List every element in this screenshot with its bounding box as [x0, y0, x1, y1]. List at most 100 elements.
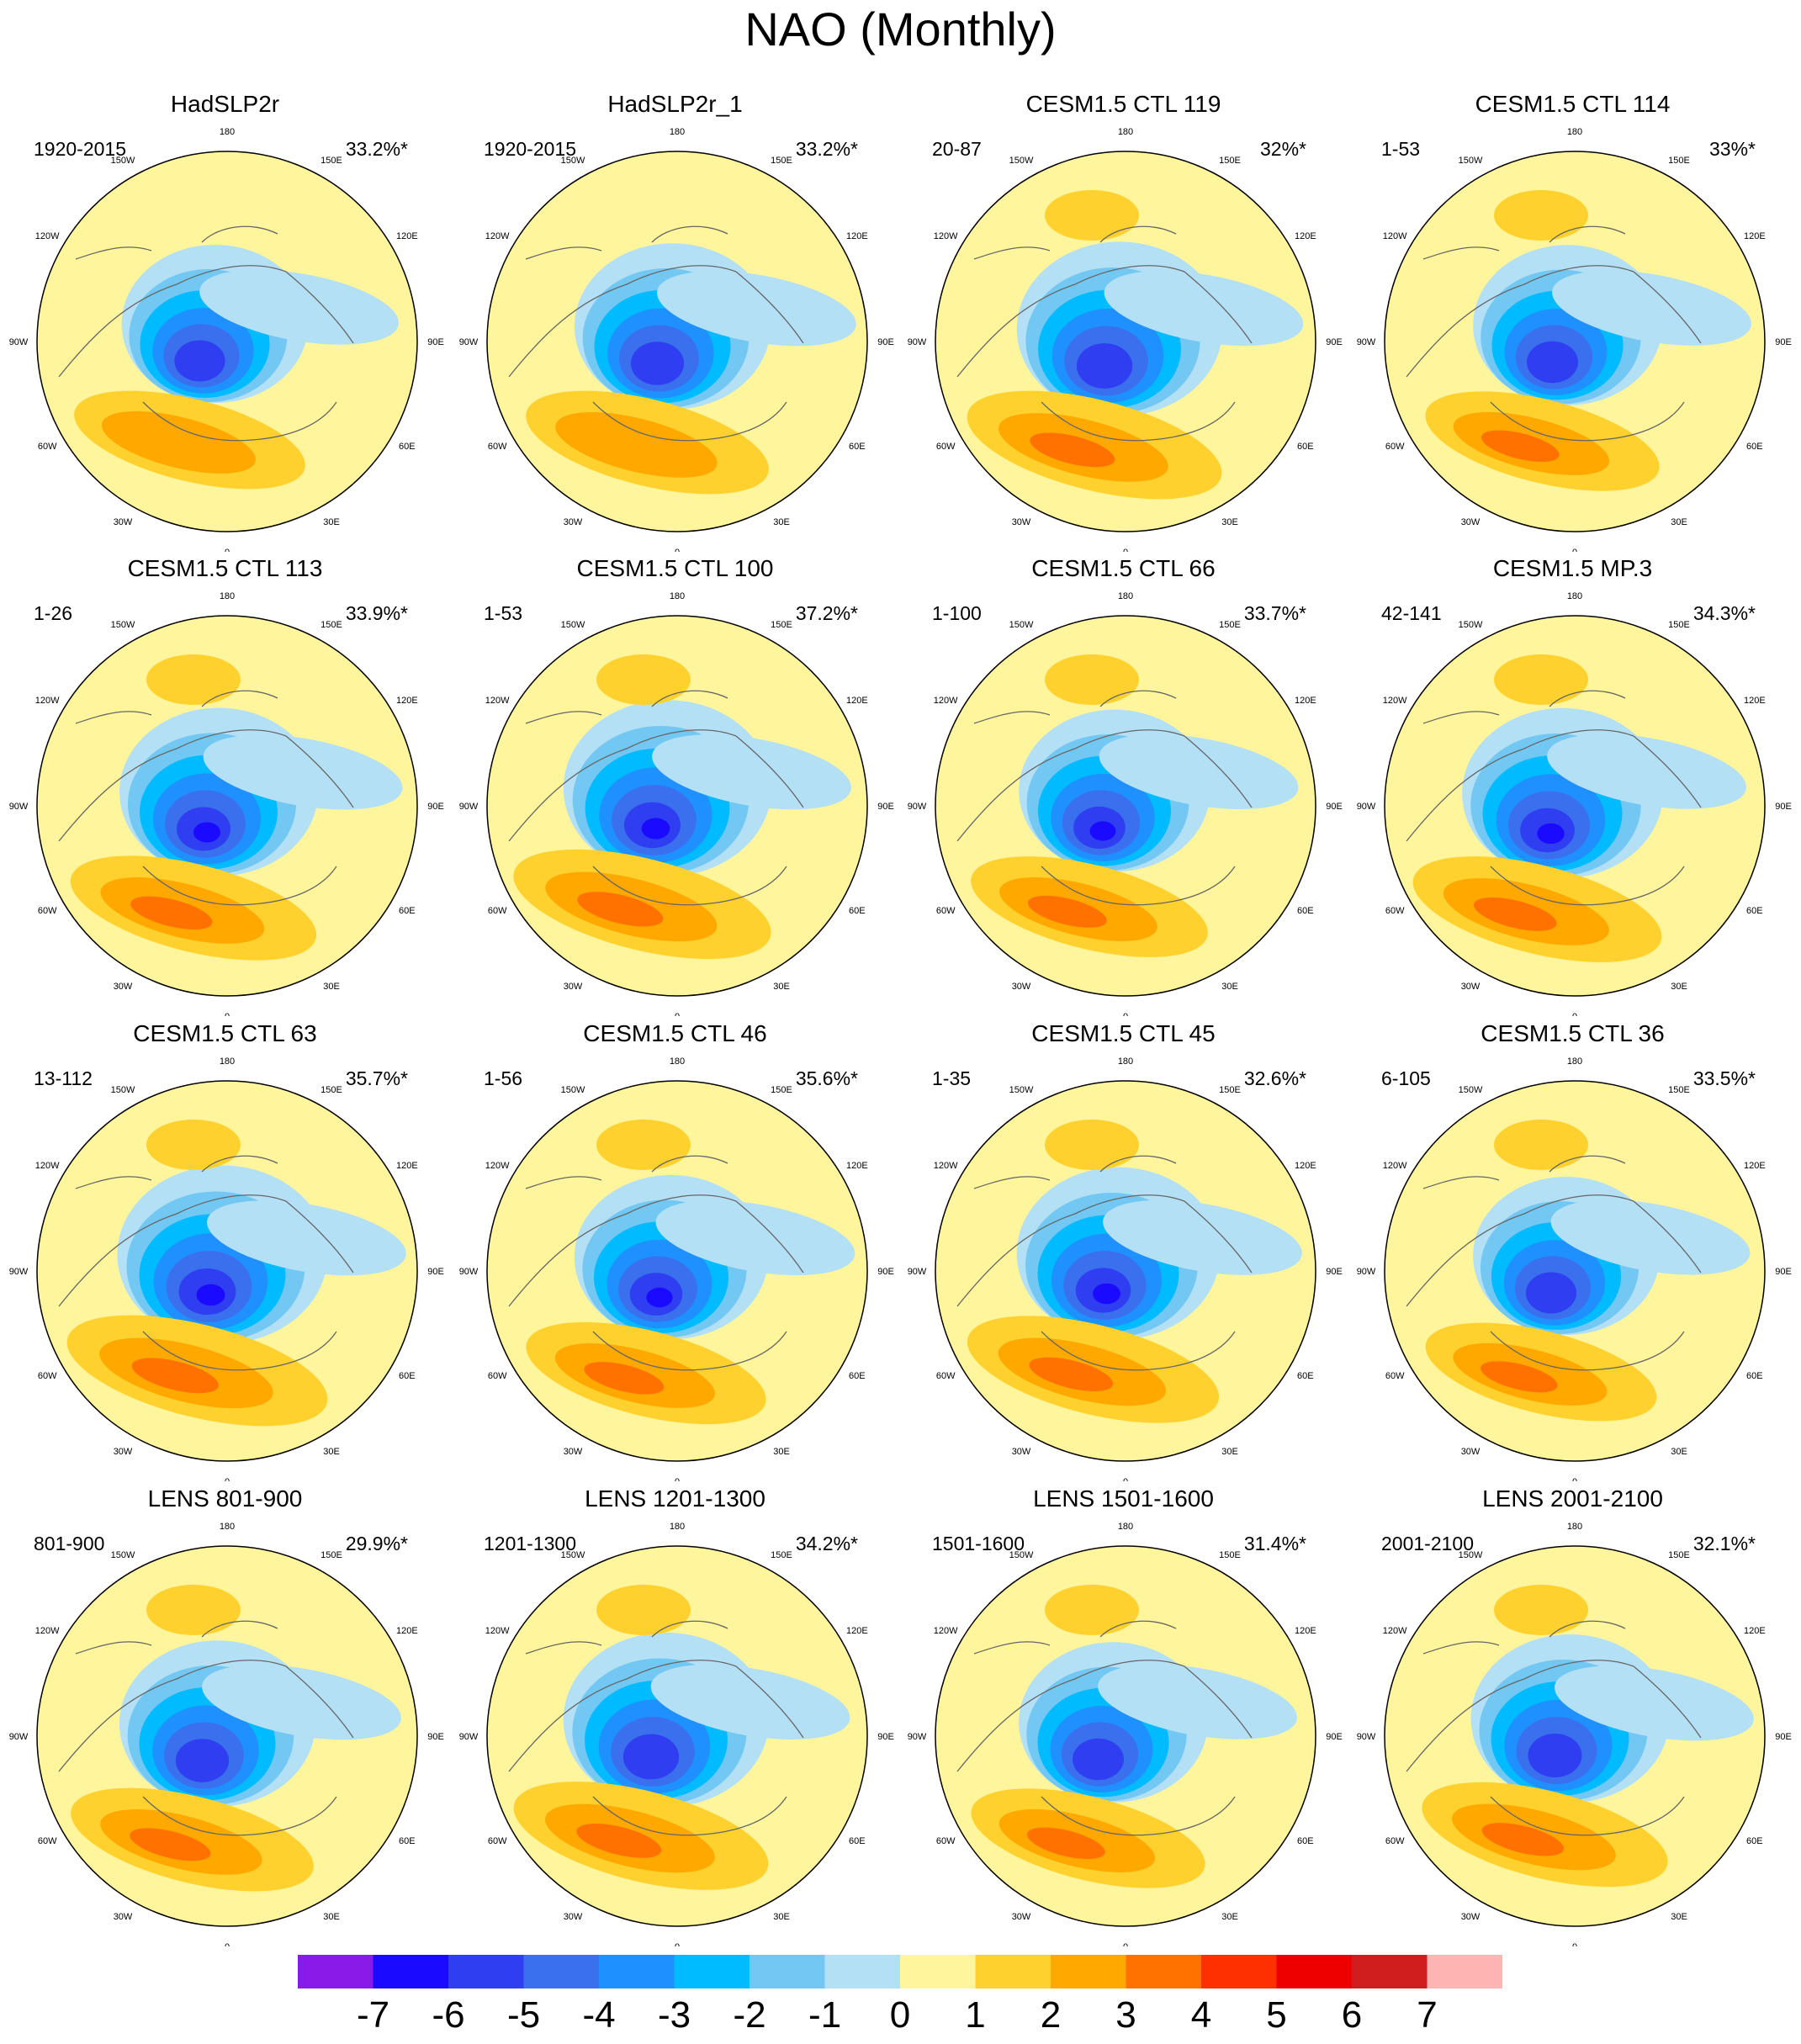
low-pressure-contour — [196, 1284, 225, 1306]
coastline — [651, 690, 728, 707]
longitude-label: 30E — [1221, 982, 1238, 992]
coastline — [973, 711, 1051, 724]
longitude-label: 60E — [1746, 906, 1763, 916]
longitude-label: 150W — [1459, 1085, 1483, 1095]
map-panel: CESM1.5 CTL 36 6-105 33.5%* 180 150E 120E 90E 6… — [1348, 1020, 1798, 1481]
longitude-label: 180 — [1118, 1522, 1133, 1532]
polar-map: 180 150E 120E 90E 60E 30E 0 30W 60W 90W 120W 150W — [1357, 127, 1792, 552]
low-pressure-extension — [207, 1200, 406, 1276]
longitude-label: 60W — [488, 442, 507, 452]
longitude-label: 150E — [1219, 620, 1241, 630]
coastline — [1422, 1641, 1500, 1655]
longitude-label: 90E — [1775, 1267, 1792, 1277]
low-pressure-contour — [1093, 1283, 1120, 1305]
longitude-label: 0 — [675, 1012, 680, 1016]
colorbar-tick-label: 1 — [965, 1994, 985, 2036]
longitude-label: 30E — [1221, 1912, 1238, 1922]
longitude-label: 60W — [488, 906, 507, 916]
longitude-label: 0 — [225, 1012, 230, 1016]
longitude-label: 0 — [225, 1942, 230, 1946]
longitude-label: 120W — [934, 1626, 958, 1636]
coastline — [508, 265, 737, 378]
coastline — [1406, 1660, 1634, 1772]
map-panel: CESM1.5 CTL 63 13-112 35.7%* 180 150E 120E 90E… — [0, 1020, 450, 1481]
figure-title: NAO (Monthly) — [744, 3, 1057, 56]
panel-title: HadSLP2r_1 — [607, 91, 743, 117]
longitude-label: 150W — [561, 1085, 585, 1095]
colorbar-tick-label: -2 — [733, 1994, 765, 2036]
longitude-label: 150W — [111, 1550, 135, 1560]
longitude-label: 180 — [1567, 1056, 1582, 1067]
longitude-label: 180 — [220, 1522, 235, 1532]
polar-map: 180 150E 120E 90E 60E 30E 0 30W 60W 90W 120W 150W — [908, 591, 1343, 1016]
coastline — [1422, 1176, 1500, 1189]
polar-map: 180 150E 120E 90E 60E 30E 0 30W 60W 90W 120W 150W — [9, 591, 444, 1016]
coastline — [142, 866, 337, 906]
coastline — [58, 1660, 287, 1772]
longitude-label: 120E — [1295, 696, 1316, 706]
longitude-label: 150W — [1459, 1550, 1483, 1560]
longitude-label: 180 — [670, 1522, 685, 1532]
low-pressure-extension — [202, 1665, 401, 1740]
longitude-label: 90W — [908, 1267, 927, 1277]
longitude-label: 30E — [323, 1447, 340, 1457]
map-panel: LENS 801-900 801-900 29.9%* 180 150E 120E 90E 6… — [0, 1485, 450, 1946]
panel-variance: 32.1%* — [1692, 1533, 1756, 1554]
longitude-label: 30W — [114, 982, 133, 992]
coastline — [1041, 401, 1236, 442]
longitude-label: 30E — [773, 1447, 790, 1457]
longitude-label: 60W — [1385, 906, 1405, 916]
panel-variance: 33.7%* — [1243, 602, 1306, 624]
longitude-label: 150W — [561, 1550, 585, 1560]
longitude-label: 120E — [846, 1161, 868, 1171]
longitude-label: 150W — [111, 156, 135, 166]
map-panel: LENS 1201-1300 1201-1300 34.2%* 180 150E 120E… — [450, 1485, 900, 1946]
longitude-label: 90W — [908, 1732, 927, 1742]
map-panel: LENS 1501-1600 1501-1600 31.4%* 180 150E 120E… — [898, 1485, 1348, 1946]
longitude-label: 60W — [936, 442, 956, 452]
coastline — [1099, 1155, 1177, 1173]
low-pressure-extension — [1099, 733, 1299, 810]
longitude-label: 60W — [38, 1371, 57, 1381]
coastline — [1490, 1796, 1685, 1836]
coastline — [1041, 866, 1236, 906]
coastline — [142, 1331, 337, 1371]
longitude-label: 60E — [399, 906, 416, 916]
coastline — [651, 225, 728, 243]
panel-period: 42-141 — [1381, 602, 1442, 624]
low-pressure-contour — [1076, 343, 1133, 389]
coastline — [735, 271, 804, 344]
longitude-label: 60E — [1297, 1836, 1314, 1846]
low-pressure-contour — [1528, 1734, 1582, 1777]
longitude-label: 60E — [849, 906, 866, 916]
panel-title: LENS 801-900 — [147, 1485, 303, 1512]
longitude-label: 0 — [225, 1477, 230, 1481]
polar-map: 180 150E 120E 90E 60E 30E 0 30W 60W 90W 120W 150W — [908, 127, 1343, 552]
longitude-label: 150E — [320, 1085, 342, 1095]
pacific-high-contour — [1045, 654, 1139, 705]
polar-map: 180 150E 120E 90E 60E 30E 0 30W 60W 90W 120W 150W — [459, 1522, 894, 1946]
coastline — [592, 1331, 787, 1371]
longitude-label: 30W — [1461, 1447, 1481, 1457]
longitude-label: 30W — [564, 517, 583, 527]
longitude-label: 150W — [111, 1085, 135, 1095]
longitude-label: 90E — [1326, 1267, 1343, 1277]
longitude-label: 120W — [485, 1161, 510, 1171]
high-pressure-contour — [555, 412, 718, 478]
coastline — [973, 1176, 1051, 1189]
coastline — [956, 1660, 1185, 1772]
panel-title: CESM1.5 CTL 45 — [1031, 1020, 1216, 1046]
longitude-label: 90W — [9, 1267, 29, 1277]
low-pressure-contour — [622, 1734, 680, 1780]
map-panel: HadSLP2r_1 1920-2015 33.2%* 180 150E 120E 90E 6… — [450, 91, 900, 552]
colorbar-swatch — [1201, 1955, 1277, 1988]
map-boundary — [935, 151, 1316, 532]
panel-title: CESM1.5 MP.3 — [1492, 555, 1653, 581]
colorbar-swatch — [1427, 1955, 1502, 1988]
map-panel: CESM1.5 CTL 119 20-87 32%* 180 150E 120E 90E 60… — [898, 91, 1348, 552]
map-boundary — [36, 1545, 418, 1927]
coastline — [1633, 271, 1702, 344]
longitude-label: 90W — [908, 337, 927, 347]
longitude-label: 150E — [320, 156, 342, 166]
coastline — [1490, 866, 1685, 906]
